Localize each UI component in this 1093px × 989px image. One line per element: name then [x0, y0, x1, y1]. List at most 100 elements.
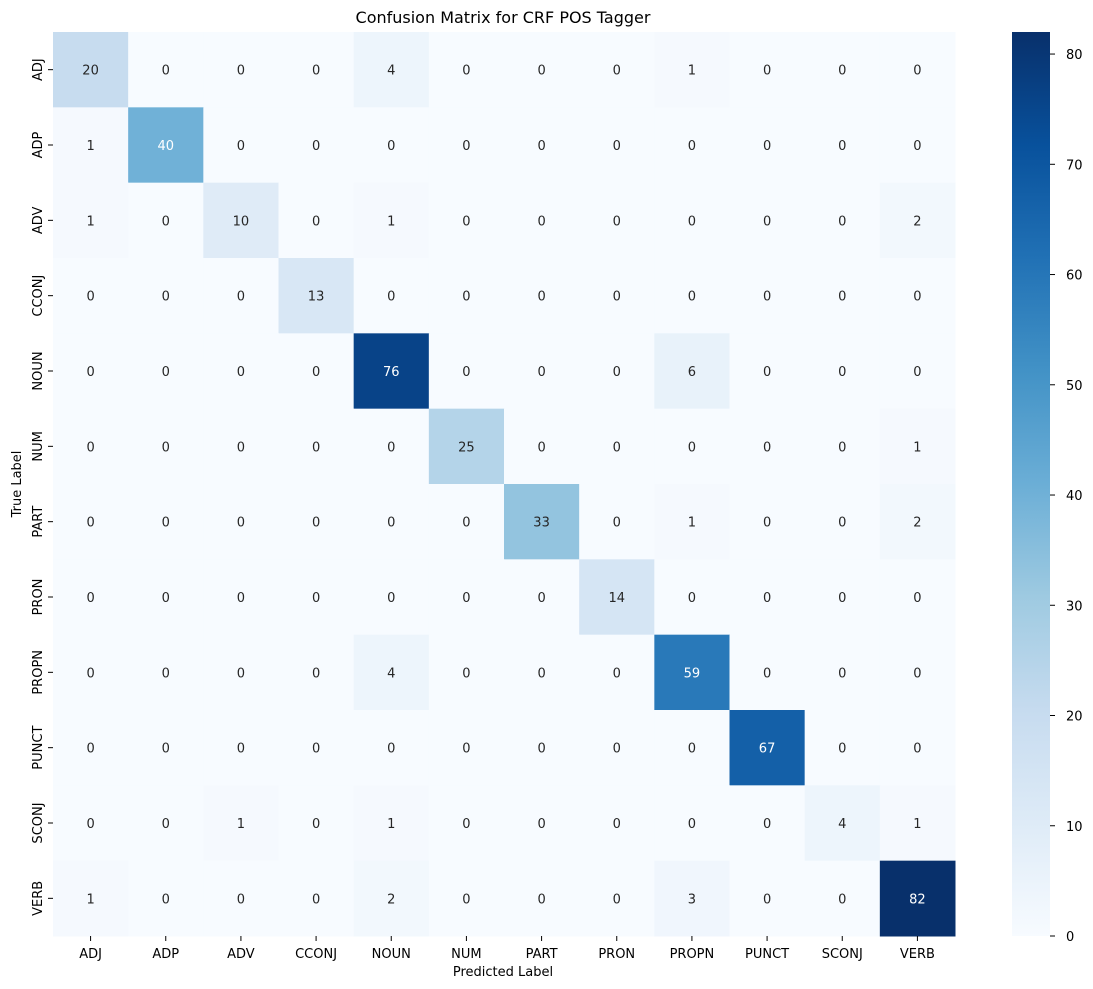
x-tick-label: PRON [598, 947, 635, 962]
heatmap-cell [428, 182, 505, 259]
y-tick-label: PUNCT [31, 726, 46, 770]
cell-value-label: 0 [86, 440, 94, 455]
heatmap-cell [654, 559, 730, 636]
cell-value-label: 0 [537, 64, 545, 79]
cell-value-label: 2 [913, 516, 921, 531]
heatmap-cell [278, 484, 355, 560]
cell-value-label: 0 [387, 591, 395, 606]
cell-value-label: 0 [838, 290, 846, 305]
cell-value-label: 4 [387, 64, 395, 79]
cell-value-label: 0 [537, 591, 545, 606]
cell-value-label: 0 [237, 290, 245, 305]
cell-value-label: 0 [387, 742, 395, 757]
x-tick-label: ADJ [79, 947, 102, 962]
heatmap-cell [353, 634, 430, 711]
heatmap-cell [729, 710, 806, 786]
cell-value-label: 0 [312, 817, 320, 832]
heatmap-cell [804, 408, 881, 485]
heatmap-cell [128, 107, 204, 184]
cell-value-label: 0 [838, 139, 846, 154]
x-tick-label: SCONJ [822, 947, 863, 962]
heatmap-cell [128, 785, 204, 862]
heatmap-cell [353, 559, 430, 636]
heatmap-cell [504, 710, 580, 786]
cell-value-label: 20 [82, 64, 99, 79]
heatmap-cell [804, 634, 881, 711]
heatmap-cell [804, 559, 881, 636]
heatmap-cell [504, 408, 580, 485]
cell-value-label: 40 [157, 139, 174, 154]
heatmap-cell [654, 107, 730, 184]
heatmap-cell [879, 710, 956, 786]
heatmap-cell [278, 333, 355, 410]
cell-value-label: 0 [312, 214, 320, 229]
cell-value-label: 0 [763, 892, 771, 907]
heatmap-grid: 20 0 0 0 4 0 0 0 1 0 0 01 40 0 0 0 0 0 0 0 0 0 01 0 10 0 1 0 0 0 0 0 0 20… [53, 32, 956, 937]
cell-value-label: 0 [537, 214, 545, 229]
cell-value-label: 0 [688, 440, 696, 455]
heatmap-cell [278, 32, 355, 108]
colorbar-tick-label: 60 [1066, 269, 1083, 284]
cell-value-label: 0 [537, 290, 545, 305]
heatmap-cell [353, 860, 430, 937]
heatmap-cell [128, 634, 204, 711]
heatmap-cell [579, 559, 655, 636]
cell-value-label: 0 [312, 516, 320, 531]
cell-value-label: 0 [913, 591, 921, 606]
cell-value-label: 0 [462, 817, 470, 832]
colorbar-tick-label: 40 [1066, 489, 1083, 504]
heatmap-cell [353, 107, 430, 184]
heatmap-cell [879, 182, 956, 259]
cell-value-label: 1 [86, 892, 94, 907]
cell-value-label: 0 [913, 290, 921, 305]
heatmap-cell [879, 785, 956, 862]
heatmap-cell [579, 634, 655, 711]
cell-value-label: 0 [162, 214, 170, 229]
heatmap-cell [579, 484, 655, 560]
cell-value-label: 0 [462, 666, 470, 681]
cell-value-label: 0 [86, 742, 94, 757]
heatmap-cell [804, 860, 881, 937]
heatmap-cell [428, 860, 505, 937]
heatmap-cell [504, 182, 580, 259]
heatmap-cell [729, 860, 806, 937]
cell-value-label: 0 [237, 591, 245, 606]
cell-value-label: 0 [462, 64, 470, 79]
heatmap-cell [579, 408, 655, 485]
heatmap-cell [353, 182, 430, 259]
cell-value-label: 1 [387, 817, 395, 832]
cell-value-label: 0 [86, 290, 94, 305]
x-axis: ADJ ADP ADV CCONJ NOUN NUM PART PRON PROPN PUNCT S… [79, 936, 935, 962]
heatmap-cell [53, 333, 129, 410]
heatmap-cell [128, 182, 204, 259]
heatmap-cell [804, 333, 881, 410]
cell-value-label: 0 [613, 742, 621, 757]
heatmap-cell [353, 710, 430, 786]
heatmap-cell [128, 32, 204, 108]
cell-value-label: 0 [688, 817, 696, 832]
cell-value-label: 0 [387, 139, 395, 154]
heatmap-cell [353, 785, 430, 862]
heatmap-cell [504, 634, 580, 711]
heatmap-cell [428, 484, 505, 560]
cell-value-label: 0 [387, 290, 395, 305]
y-tick-label: ADP [31, 131, 46, 158]
heatmap-cell [278, 107, 355, 184]
cell-value-label: 0 [537, 440, 545, 455]
cell-value-label: 0 [312, 64, 320, 79]
heatmap-cell [729, 634, 806, 711]
heatmap-cell [353, 333, 430, 410]
heatmap-cell [729, 182, 806, 259]
heatmap-cell [654, 408, 730, 485]
heatmap-cell [804, 484, 881, 560]
heatmap-cell [804, 182, 881, 259]
cell-value-label: 0 [688, 139, 696, 154]
cell-value-label: 0 [613, 139, 621, 154]
heatmap-cell [278, 559, 355, 636]
cell-value-label: 0 [613, 892, 621, 907]
cell-value-label: 0 [162, 666, 170, 681]
cell-value-label: 0 [613, 440, 621, 455]
cell-value-label: 0 [838, 742, 846, 757]
heatmap-cell [203, 484, 279, 560]
